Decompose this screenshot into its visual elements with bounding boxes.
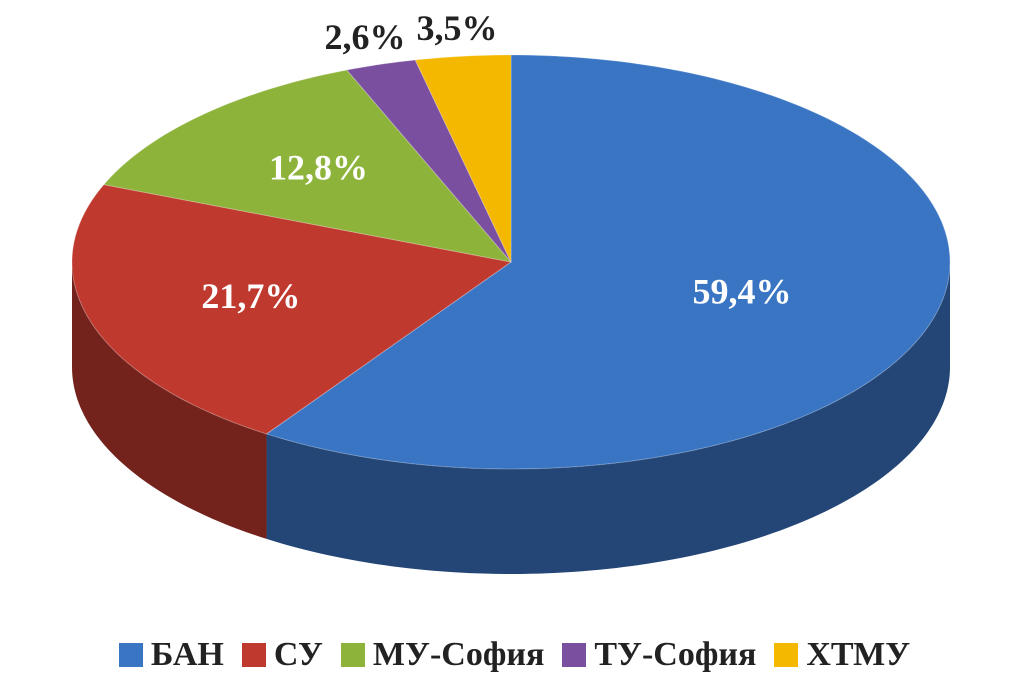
slice bbox=[71, 184, 513, 435]
chart: 59,4% 21,7% 12,8% 2,6% 3,5% bbox=[71, 8, 951, 574]
data-label: 3,5% bbox=[417, 8, 498, 48]
slice-side bbox=[266, 262, 950, 574]
slice bbox=[345, 59, 512, 263]
legend-swatch bbox=[340, 643, 365, 667]
slice bbox=[102, 69, 513, 263]
data-label: 2,6% bbox=[324, 17, 405, 57]
legend-swatch bbox=[118, 643, 143, 667]
legend-swatch bbox=[774, 643, 799, 667]
legend-item: СУ bbox=[241, 636, 323, 674]
legend-label: ХТМУ bbox=[806, 636, 911, 673]
legend-item: БАН bbox=[118, 636, 224, 674]
legend-label: ТУ-София bbox=[594, 636, 757, 673]
data-label: 21,7% bbox=[201, 276, 300, 316]
data-label: 12,8% bbox=[269, 148, 368, 188]
legend-label: МУ-София bbox=[372, 636, 545, 673]
legend-item: ТУ-София bbox=[562, 636, 756, 674]
legend-swatch bbox=[562, 643, 587, 667]
legend-item: МУ-София bbox=[340, 636, 545, 674]
legend: БАН СУ МУ-София ТУ-София ХТМУ bbox=[0, 636, 1029, 674]
slice-side bbox=[72, 262, 267, 539]
legend-item: ХТМУ bbox=[774, 636, 910, 674]
slice bbox=[265, 54, 951, 470]
data-label: 59,4% bbox=[692, 271, 791, 311]
slice bbox=[414, 54, 512, 263]
legend-label: СУ bbox=[273, 636, 323, 673]
legend-swatch bbox=[241, 643, 266, 667]
legend-label: БАН bbox=[150, 636, 224, 673]
